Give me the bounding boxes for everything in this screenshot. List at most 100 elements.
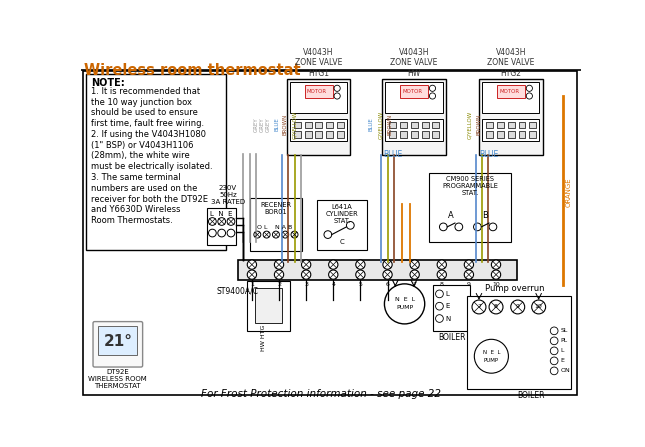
Bar xyxy=(497,85,524,97)
Circle shape xyxy=(254,231,261,238)
Text: BOILER: BOILER xyxy=(517,391,544,400)
Text: E: E xyxy=(561,358,564,363)
Bar xyxy=(400,122,407,128)
Text: ON: ON xyxy=(561,368,570,373)
Bar xyxy=(430,173,511,242)
Bar xyxy=(519,122,526,128)
Text: PL: PL xyxy=(561,338,568,343)
Bar xyxy=(479,79,542,155)
Text: Pump overrun: Pump overrun xyxy=(485,284,545,293)
Bar xyxy=(422,122,428,128)
Bar xyxy=(433,131,439,138)
Text: BLUE: BLUE xyxy=(275,118,280,131)
Circle shape xyxy=(437,270,446,279)
Text: DT92E
WIRELESS ROOM
THERMOSTAT: DT92E WIRELESS ROOM THERMOSTAT xyxy=(88,369,147,388)
Bar xyxy=(304,131,312,138)
Text: C: C xyxy=(340,239,344,245)
Bar xyxy=(486,131,493,138)
Text: must be electrically isolated.: must be electrically isolated. xyxy=(91,162,212,171)
Text: BROWN: BROWN xyxy=(388,114,392,135)
Text: 2: 2 xyxy=(277,283,281,287)
Bar xyxy=(433,285,470,331)
Text: MOTOR: MOTOR xyxy=(402,89,422,94)
Text: BLUE: BLUE xyxy=(383,150,402,159)
Circle shape xyxy=(464,260,473,269)
Circle shape xyxy=(384,284,424,324)
Text: B: B xyxy=(482,211,488,220)
Circle shape xyxy=(383,270,392,279)
Circle shape xyxy=(227,218,235,225)
Text: 7: 7 xyxy=(413,283,417,287)
Circle shape xyxy=(324,231,332,238)
Text: the 10 way junction box: the 10 way junction box xyxy=(91,97,192,106)
Bar xyxy=(530,131,537,138)
Text: GREY: GREY xyxy=(253,117,258,132)
Bar xyxy=(337,131,344,138)
Text: 10: 10 xyxy=(492,283,500,287)
Circle shape xyxy=(334,93,341,99)
Text: GREY: GREY xyxy=(266,117,271,132)
Text: 8: 8 xyxy=(440,283,444,287)
Circle shape xyxy=(263,231,270,238)
Circle shape xyxy=(328,270,338,279)
Bar xyxy=(86,75,226,250)
Circle shape xyxy=(435,290,443,298)
Bar xyxy=(250,198,303,251)
Circle shape xyxy=(473,223,481,231)
Text: HW HTG: HW HTG xyxy=(261,325,266,351)
Circle shape xyxy=(526,93,533,99)
Circle shape xyxy=(435,302,443,310)
Text: MOTOR: MOTOR xyxy=(499,89,519,94)
Circle shape xyxy=(464,270,473,279)
Bar xyxy=(304,122,312,128)
Bar xyxy=(326,122,333,128)
Text: BOILER: BOILER xyxy=(438,333,466,342)
Circle shape xyxy=(247,260,257,269)
Circle shape xyxy=(410,260,419,269)
Text: BLUE: BLUE xyxy=(369,118,373,131)
Circle shape xyxy=(218,229,226,237)
Circle shape xyxy=(430,85,435,91)
Text: L  N  E: L N E xyxy=(210,211,233,217)
Text: RECENER
BOR01: RECENER BOR01 xyxy=(261,202,292,215)
Text: first time, fault free wiring.: first time, fault free wiring. xyxy=(91,119,204,128)
Bar xyxy=(304,85,333,97)
Bar xyxy=(508,131,515,138)
Circle shape xyxy=(247,270,257,279)
Circle shape xyxy=(208,218,216,225)
Text: and Y6630D Wireless: and Y6630D Wireless xyxy=(91,205,180,214)
Circle shape xyxy=(328,260,338,269)
Text: 2. If using the V4043H1080: 2. If using the V4043H1080 xyxy=(91,130,206,139)
Bar xyxy=(411,131,418,138)
Circle shape xyxy=(301,270,311,279)
Text: For Frost Protection information - see page 22: For Frost Protection information - see p… xyxy=(201,389,441,399)
Text: Room Thermostats.: Room Thermostats. xyxy=(91,216,172,225)
FancyBboxPatch shape xyxy=(93,321,143,367)
Bar xyxy=(293,131,301,138)
Text: L: L xyxy=(561,348,564,354)
Bar xyxy=(508,122,515,128)
Text: G/YELLOW: G/YELLOW xyxy=(467,110,472,139)
Circle shape xyxy=(474,339,508,373)
Circle shape xyxy=(455,223,462,231)
Circle shape xyxy=(491,260,501,269)
Text: GREY: GREY xyxy=(259,117,264,132)
Bar xyxy=(389,122,396,128)
Bar xyxy=(411,122,418,128)
Circle shape xyxy=(550,357,558,365)
Bar xyxy=(519,131,526,138)
Bar xyxy=(247,281,290,331)
Text: V4043H
ZONE VALVE
HTG1: V4043H ZONE VALVE HTG1 xyxy=(295,48,342,77)
Text: Wireless room thermostat: Wireless room thermostat xyxy=(84,63,301,78)
Circle shape xyxy=(550,327,558,335)
Text: O L: O L xyxy=(257,224,267,230)
Bar xyxy=(315,122,322,128)
Bar xyxy=(238,260,517,280)
Text: MOTOR: MOTOR xyxy=(307,89,327,94)
Text: L641A
CYLINDER
STAT.: L641A CYLINDER STAT. xyxy=(326,204,359,224)
Circle shape xyxy=(550,337,558,345)
Text: G/YELLOW: G/YELLOW xyxy=(378,110,383,139)
Circle shape xyxy=(334,85,341,91)
Text: PUMP: PUMP xyxy=(396,305,413,310)
Bar xyxy=(482,82,539,113)
